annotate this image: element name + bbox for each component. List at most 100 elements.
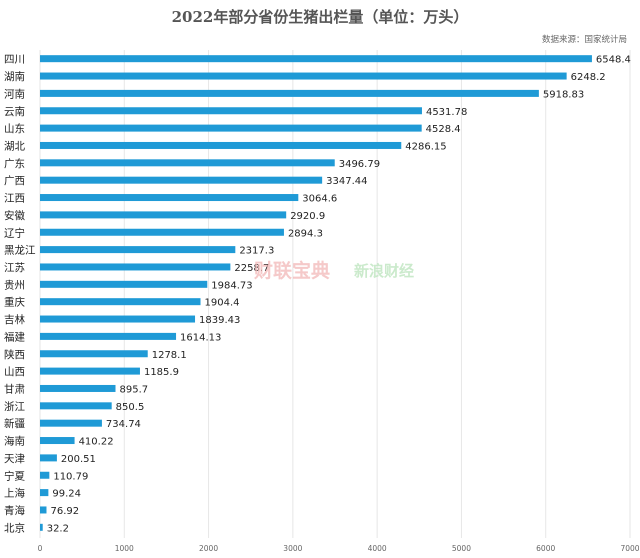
bar xyxy=(40,124,422,132)
watermark-2: 新浪财经 xyxy=(354,262,414,280)
category-label: 宁夏 xyxy=(4,469,25,482)
chart-title: 2022年部分省份生猪出栏量（单位：万头） xyxy=(172,8,469,26)
value-label: 4528.4 xyxy=(426,124,461,135)
value-label: 4286.15 xyxy=(405,141,446,152)
bar xyxy=(40,55,592,63)
value-label: 1904.4 xyxy=(205,298,240,309)
bar xyxy=(40,402,112,410)
bar xyxy=(40,89,539,97)
bars xyxy=(40,55,592,531)
category-label: 青海 xyxy=(4,504,25,517)
gridlines xyxy=(39,50,631,538)
data-source: 数据来源：国家统计局 xyxy=(542,34,627,45)
bar xyxy=(40,159,335,167)
x-tick-label: 2000 xyxy=(199,544,218,553)
value-label: 1185.9 xyxy=(144,367,179,378)
value-label: 895.7 xyxy=(119,384,148,395)
value-label: 6248.2 xyxy=(571,72,606,83)
value-label: 3496.79 xyxy=(339,159,380,170)
value-label: 1839.43 xyxy=(199,315,240,326)
category-label: 河南 xyxy=(4,87,25,100)
category-label: 云南 xyxy=(4,105,25,118)
value-label: 5918.83 xyxy=(543,89,584,100)
bar xyxy=(40,141,402,149)
value-label: 4531.78 xyxy=(426,107,467,118)
value-label: 2317.3 xyxy=(239,246,274,257)
bar xyxy=(40,298,201,306)
bar xyxy=(40,332,177,340)
bar xyxy=(40,194,299,202)
category-label: 天津 xyxy=(4,453,25,465)
value-label: 32.2 xyxy=(47,523,69,534)
value-label: 3064.6 xyxy=(302,194,337,205)
bar xyxy=(40,263,231,271)
bar xyxy=(40,228,284,236)
value-label: 2894.3 xyxy=(288,228,323,239)
x-tick-label: 4000 xyxy=(368,544,387,553)
value-label: 1614.13 xyxy=(180,332,221,343)
x-tick-label: 7000 xyxy=(620,544,639,553)
bar xyxy=(40,454,57,462)
bar xyxy=(40,176,323,184)
category-label: 福建 xyxy=(4,330,25,343)
bar xyxy=(40,211,287,219)
bar xyxy=(40,471,50,479)
bar xyxy=(40,280,208,288)
bar xyxy=(40,384,116,392)
x-axis-ticks: 0 1000 2000 3000 4000 5000 6000 7000 xyxy=(38,544,640,553)
bar xyxy=(40,246,236,254)
bar xyxy=(40,367,140,375)
bar xyxy=(40,315,196,323)
x-tick-label: 3000 xyxy=(283,544,302,553)
category-label: 黑龙江 xyxy=(4,244,36,257)
value-label: 99.24 xyxy=(52,489,81,500)
value-label: 850.5 xyxy=(116,402,145,413)
value-label: 734.74 xyxy=(106,419,141,430)
bar xyxy=(40,506,47,514)
category-label: 山东 xyxy=(4,122,25,135)
category-label: 安徽 xyxy=(4,209,25,222)
category-labels: 四川湖南河南云南山东湖北广东广西江西安徽辽宁黑龙江江苏贵州重庆吉林福建陕西山西甘… xyxy=(4,54,36,535)
bar xyxy=(40,523,43,531)
category-label: 甘肃 xyxy=(4,382,25,395)
value-label: 200.51 xyxy=(61,454,96,465)
category-label: 新疆 xyxy=(4,417,25,430)
category-label: 北京 xyxy=(4,521,25,534)
category-label: 四川 xyxy=(4,54,25,66)
bar xyxy=(40,350,148,358)
category-label: 山西 xyxy=(4,366,25,378)
value-labels: 6548.4 6248.2 5918.83 4531.78 4528.4 4286.15 3… xyxy=(47,55,631,535)
bar xyxy=(40,489,49,497)
value-label: 76.92 xyxy=(50,506,79,517)
value-label: 110.79 xyxy=(53,471,88,482)
value-label: 2920.9 xyxy=(290,211,325,222)
category-label: 上海 xyxy=(4,487,25,500)
value-label: 410.22 xyxy=(79,437,114,448)
value-label: 1984.73 xyxy=(211,280,252,291)
watermark-1: 财联宝典 xyxy=(254,259,330,282)
bar xyxy=(40,107,422,115)
category-label: 江苏 xyxy=(4,261,25,274)
category-label: 海南 xyxy=(4,435,25,448)
category-label: 贵州 xyxy=(4,278,25,291)
category-label: 广西 xyxy=(4,175,25,187)
category-label: 浙江 xyxy=(4,401,25,413)
x-tick-label: 5000 xyxy=(452,544,471,553)
value-label: 2258.7 xyxy=(234,263,269,274)
category-label: 湖南 xyxy=(4,70,25,83)
bar xyxy=(40,437,75,445)
category-label: 湖北 xyxy=(4,140,25,152)
value-label: 1278.1 xyxy=(152,350,187,361)
category-label: 辽宁 xyxy=(4,226,25,239)
x-tick-label: 0 xyxy=(38,544,43,553)
category-label: 重庆 xyxy=(4,296,25,309)
value-label: 6548.4 xyxy=(596,55,631,66)
value-label: 3347.44 xyxy=(326,176,367,187)
x-tick-label: 6000 xyxy=(536,544,555,553)
category-label: 陕西 xyxy=(4,348,25,361)
category-label: 吉林 xyxy=(4,313,25,326)
category-label: 广东 xyxy=(4,157,25,170)
bar xyxy=(40,72,567,80)
x-tick-label: 1000 xyxy=(115,544,134,553)
